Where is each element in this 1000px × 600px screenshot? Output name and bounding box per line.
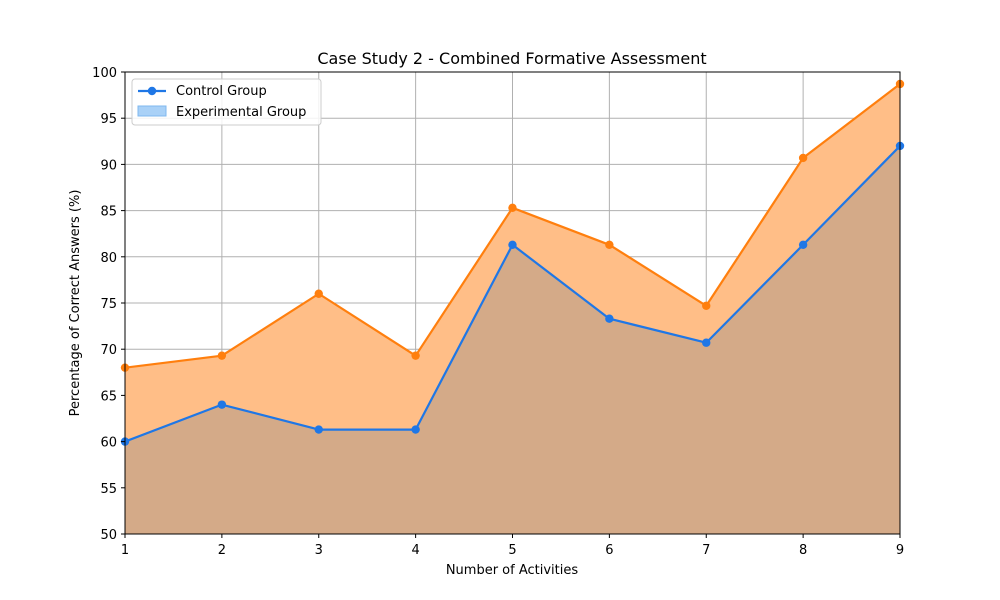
x-tick-label: 8 (799, 543, 807, 558)
y-axis-label: Percentage of Correct Answers (%) (68, 190, 83, 417)
point-control-group (411, 425, 420, 434)
point-control-group (605, 314, 614, 323)
y-tick-label: 100 (92, 66, 117, 81)
x-tick-label: 6 (605, 543, 613, 558)
chart-title: Case Study 2 - Combined Formative Assess… (317, 49, 706, 68)
x-tick-label: 2 (218, 543, 226, 558)
y-tick-label: 60 (100, 436, 117, 451)
point-experimental-group (702, 301, 711, 310)
y-tick-label: 90 (100, 158, 117, 173)
x-tick-label: 1 (121, 543, 129, 558)
legend-box (131, 78, 322, 126)
y-tick-label: 50 (100, 528, 117, 543)
point-control-group (798, 240, 808, 249)
point-control-group (314, 425, 323, 434)
legend: Control Group Experimental Group (131, 78, 322, 126)
x-tick-label: 9 (896, 543, 904, 558)
area-control-group (125, 145, 900, 535)
point-experimental-group (605, 240, 614, 249)
legend-marker-control-group (147, 86, 157, 96)
legend-label-control-group: Control Group (176, 84, 267, 99)
y-tick-label: 65 (100, 389, 117, 404)
legend-label-experimental-group: Experimental Group (176, 105, 306, 120)
point-control-group (508, 240, 517, 249)
y-tick-label: 55 (100, 482, 117, 497)
point-experimental-group (508, 203, 517, 213)
point-control-group (702, 338, 711, 347)
x-tick-label: 5 (508, 543, 516, 558)
x-axis-label: Number of Activities (446, 563, 579, 578)
point-experimental-group (411, 351, 420, 360)
x-tick-label: 4 (411, 543, 419, 558)
x-tick-label: 3 (315, 543, 323, 558)
x-tick-label: 7 (702, 543, 710, 558)
legend-swatch-experimental-group (137, 105, 167, 117)
point-control-group (217, 400, 227, 409)
y-tick-label: 85 (100, 205, 117, 220)
y-tick-label: 95 (100, 112, 117, 127)
y-tick-label: 75 (100, 297, 117, 312)
point-experimental-group (314, 289, 323, 298)
plot-area: 1 2 3 4 5 6 7 8 9 50 55 60 65 70 75 80 85 90 95 100 Control … (92, 66, 905, 558)
y-tick-label: 80 (100, 251, 117, 266)
point-experimental-group (798, 153, 808, 163)
point-experimental-group (217, 351, 227, 360)
y-tick-label: 70 (100, 343, 117, 358)
